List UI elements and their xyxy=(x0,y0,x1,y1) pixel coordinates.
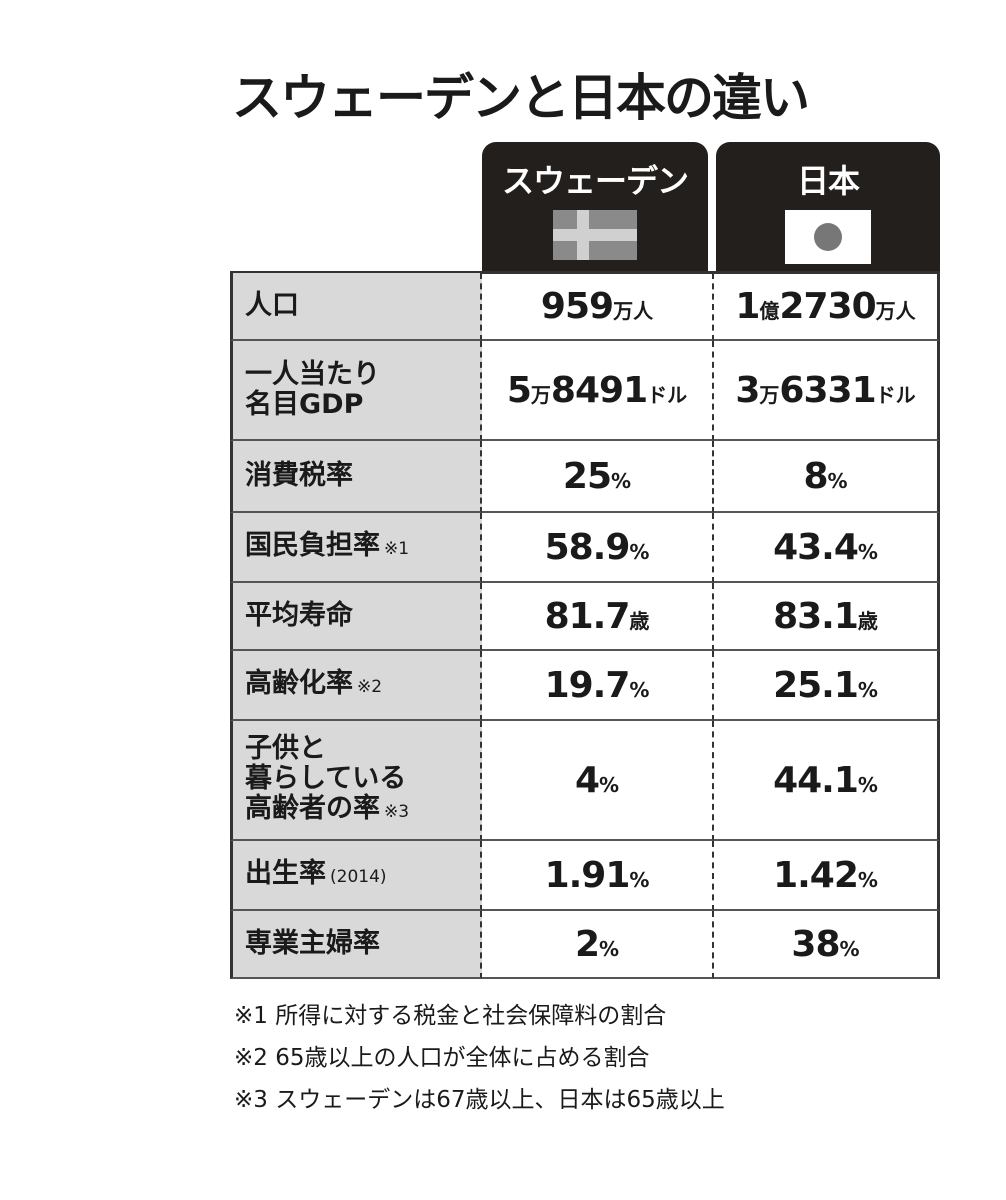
row-label: 出生率 (2014) xyxy=(230,841,482,911)
label-text: 一人当たり 名目GDP xyxy=(245,359,380,420)
value: 83.1歳 xyxy=(773,595,878,637)
row-label: 国民負担率 ※1 xyxy=(230,513,482,583)
label-wrap: 子供と 暮らしている 高齢者の率 ※3 xyxy=(245,732,410,827)
note: ※2 xyxy=(357,676,383,697)
value: 58.9% xyxy=(544,526,650,568)
value: 1.91% xyxy=(544,854,650,896)
value-cell: 25% xyxy=(482,441,714,513)
value-cell: 1億2730万人 xyxy=(714,273,940,341)
label-text: 高齢化率 xyxy=(245,667,353,699)
row-label: 人口 xyxy=(230,273,482,341)
value: 19.7% xyxy=(544,664,650,706)
value: 38% xyxy=(791,923,860,965)
column-name: 日本 xyxy=(796,162,860,200)
label-wrap: 専業主婦率 xyxy=(245,929,380,959)
column-header: スウェーデン xyxy=(482,142,708,273)
value-cell: 19.7% xyxy=(482,651,714,721)
value-cell: 44.1% xyxy=(714,721,940,841)
label-wrap: 平均寿命 xyxy=(245,601,353,631)
row-label: 平均寿命 xyxy=(230,583,482,651)
column-name: スウェーデン xyxy=(501,162,689,200)
value-cell: 3万6331ドル xyxy=(714,341,940,441)
value: 1.42% xyxy=(773,854,878,896)
column-header: 日本 xyxy=(716,142,940,273)
note: (2014) xyxy=(330,866,387,887)
value-cell: 1.91% xyxy=(482,841,714,911)
value: 25% xyxy=(562,455,632,497)
value-cell: 58.9% xyxy=(482,513,714,583)
value: 43.4% xyxy=(773,526,878,568)
row-label: 子供と 暮らしている 高齢者の率 ※3 xyxy=(230,721,482,841)
value-cell: 38% xyxy=(714,911,940,979)
table-top-border xyxy=(230,271,940,274)
value: 959万人 xyxy=(540,285,654,327)
label-wrap: 消費税率 xyxy=(245,461,353,491)
row-label: 消費税率 xyxy=(230,441,482,513)
sweden-flag xyxy=(553,210,637,260)
label-text: 平均寿命 xyxy=(245,600,353,631)
value: 81.7歳 xyxy=(544,595,650,637)
note: ※1 xyxy=(384,538,410,559)
label-wrap: 高齢化率 ※2 xyxy=(245,667,383,702)
label-text: 出生率 xyxy=(245,857,326,889)
value-cell: 25.1% xyxy=(714,651,940,721)
row-label: 専業主婦率 xyxy=(230,911,482,979)
value-cell: 81.7歳 xyxy=(482,583,714,651)
japan-flag xyxy=(785,210,871,264)
label-text: 消費税率 xyxy=(245,460,353,491)
label-text: 専業主婦率 xyxy=(245,928,380,959)
value-cell: 83.1歳 xyxy=(714,583,940,651)
label-text: 人口 xyxy=(245,290,299,321)
label-wrap: 人口 xyxy=(245,291,299,321)
value: 1億2730万人 xyxy=(735,285,916,327)
note: ※3 xyxy=(384,801,410,822)
label-text: 子供と 暮らしている 高齢者の率 xyxy=(245,732,407,824)
value-cell: 1.42% xyxy=(714,841,940,911)
title: スウェーデンと日本の違い xyxy=(232,69,810,127)
value-cell: 5万8491ドル xyxy=(482,341,714,441)
label-wrap: 出生率 (2014) xyxy=(245,857,387,892)
value-cell: 2% xyxy=(482,911,714,979)
value-cell: 8% xyxy=(714,441,940,513)
row-label: 一人当たり 名目GDP xyxy=(230,341,482,441)
label-text: 国民負担率 xyxy=(245,529,380,561)
value: 2% xyxy=(574,923,620,965)
value-cell: 4% xyxy=(482,721,714,841)
value: 8% xyxy=(803,455,848,497)
value-cell: 43.4% xyxy=(714,513,940,583)
value: 5万8491ドル xyxy=(506,369,688,411)
value-cell: 959万人 xyxy=(482,273,714,341)
footnote: ※2 65歳以上の人口が全体に占める割合 xyxy=(234,1045,650,1071)
value: 3万6331ドル xyxy=(735,369,916,411)
footnote: ※3 スウェーデンは67歳以上、日本は65歳以上 xyxy=(234,1087,725,1113)
value: 4% xyxy=(574,759,620,801)
footnote: ※1 所得に対する税金と社会保障料の割合 xyxy=(234,1003,667,1029)
label-wrap: 一人当たり 名目GDP xyxy=(245,360,380,420)
value: 44.1% xyxy=(773,759,878,801)
value: 25.1% xyxy=(773,664,878,706)
row-label: 高齢化率 ※2 xyxy=(230,651,482,721)
label-wrap: 国民負担率 ※1 xyxy=(245,529,410,564)
